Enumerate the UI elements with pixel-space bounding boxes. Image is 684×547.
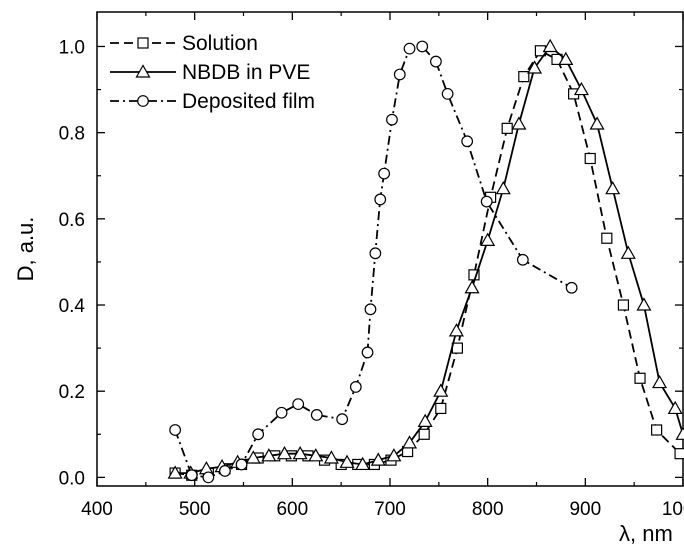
data-point-square bbox=[451, 342, 463, 354]
data-point-square bbox=[601, 232, 613, 244]
data-point-triangle bbox=[675, 426, 684, 440]
data-point-circle bbox=[336, 413, 349, 426]
data-point-circle bbox=[480, 195, 493, 208]
data-point-triangle bbox=[323, 450, 339, 464]
data-point-circle bbox=[441, 87, 454, 100]
x-tick-label: 700 bbox=[374, 499, 406, 520]
data-point-triangle bbox=[355, 456, 371, 471]
data-point-circle bbox=[416, 40, 429, 53]
data-point-circle bbox=[378, 167, 391, 180]
data-point-triangle bbox=[667, 400, 683, 415]
series-triangle bbox=[167, 38, 684, 479]
data-point-circle bbox=[292, 398, 305, 411]
y-tick-label: 0.0 bbox=[59, 468, 85, 489]
data-point-triangle bbox=[448, 323, 464, 337]
legend-label: Deposited film bbox=[182, 90, 315, 113]
data-point-circle bbox=[235, 458, 248, 471]
data-point-circle bbox=[516, 253, 529, 266]
data-point-square bbox=[674, 448, 684, 460]
data-point-square bbox=[501, 122, 513, 134]
data-point-triangle bbox=[511, 116, 527, 130]
data-point-circle bbox=[185, 469, 198, 482]
data-point-circle bbox=[252, 428, 265, 441]
data-point-triangle bbox=[527, 60, 543, 74]
data-point-triangle bbox=[480, 232, 496, 246]
data-point-square bbox=[518, 71, 530, 83]
data-point-triangle bbox=[542, 38, 558, 53]
legend: Solution NBDB in PVE Deposited film bbox=[110, 32, 315, 113]
data-point-triangle bbox=[386, 448, 402, 462]
y-tick-label: 0.6 bbox=[59, 210, 85, 231]
series-line bbox=[175, 45, 684, 475]
data-point-circle bbox=[275, 406, 288, 419]
y-tick-label: 1.0 bbox=[59, 37, 85, 58]
data-point-square bbox=[617, 299, 630, 311]
data-point-square bbox=[435, 402, 447, 415]
legend-marker-triangle bbox=[135, 64, 151, 78]
data-point-square bbox=[651, 424, 663, 436]
y-tick-label: 0.8 bbox=[59, 124, 85, 145]
data-point-circle bbox=[361, 346, 374, 359]
axis-ticks: 400 500 600 700 800 900 1000 0.0 0.2 0.4 0.6 0.8 1.0 bbox=[59, 12, 684, 520]
x-tick-label: 1000 bbox=[662, 499, 684, 520]
x-tick-label: 500 bbox=[179, 499, 211, 520]
series-line bbox=[174, 49, 681, 477]
data-point-circle bbox=[219, 465, 231, 477]
data-point-triangle bbox=[417, 413, 433, 427]
data-point-triangle bbox=[495, 180, 511, 195]
data-point-triangle bbox=[636, 297, 652, 311]
legend-marker-circle bbox=[137, 95, 149, 107]
data-point-triangle bbox=[589, 116, 605, 130]
data-point-circle bbox=[393, 68, 406, 81]
data-point-triangle bbox=[308, 448, 324, 462]
data-point-circle bbox=[310, 409, 323, 421]
data-point-triangle bbox=[276, 445, 293, 460]
data-point-triangle bbox=[558, 51, 574, 66]
data-point-circle bbox=[169, 424, 182, 436]
data-point-circle bbox=[461, 135, 474, 148]
data-point-square bbox=[418, 428, 430, 440]
data-point-triangle bbox=[245, 450, 261, 464]
data-point-triangle bbox=[620, 245, 636, 259]
legend-label: NBDB in PVE bbox=[182, 61, 310, 84]
data-point-circle bbox=[386, 113, 398, 126]
data-point-triangle bbox=[605, 180, 621, 195]
data-point-triangle bbox=[573, 81, 589, 96]
data-point-triangle bbox=[464, 280, 480, 294]
data-point-square bbox=[584, 152, 596, 165]
data-point-triangle bbox=[339, 454, 355, 468]
data-point-circle bbox=[349, 380, 362, 393]
y-tick-label: 0.2 bbox=[59, 382, 85, 403]
data-point-triangle bbox=[167, 465, 183, 479]
data-point-circle bbox=[403, 42, 416, 55]
data-point-circle bbox=[202, 471, 215, 484]
y-tick-label: 0.4 bbox=[59, 296, 86, 317]
data-point-circle bbox=[364, 303, 377, 316]
data-point-triangle bbox=[292, 445, 308, 460]
series-layer bbox=[167, 38, 684, 484]
y-axis-title: D, a.u. bbox=[13, 217, 38, 282]
data-point-triangle bbox=[402, 435, 418, 449]
data-point-square bbox=[634, 372, 646, 384]
x-axis-title: λ, nm bbox=[619, 521, 673, 546]
x-tick-label: 600 bbox=[276, 499, 308, 520]
data-point-circle bbox=[369, 247, 382, 260]
data-point-triangle bbox=[652, 374, 668, 389]
data-point-circle bbox=[565, 281, 578, 294]
x-tick-label: 800 bbox=[472, 499, 504, 520]
data-point-triangle bbox=[370, 452, 386, 466]
data-point-triangle bbox=[433, 383, 449, 397]
legend-marker-square bbox=[137, 37, 149, 49]
x-tick-label: 400 bbox=[81, 499, 113, 520]
x-tick-label: 900 bbox=[569, 499, 601, 520]
data-point-circle bbox=[430, 55, 442, 68]
series-circle bbox=[169, 40, 578, 484]
data-point-circle bbox=[374, 193, 387, 206]
legend-label: Solution bbox=[182, 32, 258, 55]
data-point-triangle bbox=[261, 448, 277, 462]
